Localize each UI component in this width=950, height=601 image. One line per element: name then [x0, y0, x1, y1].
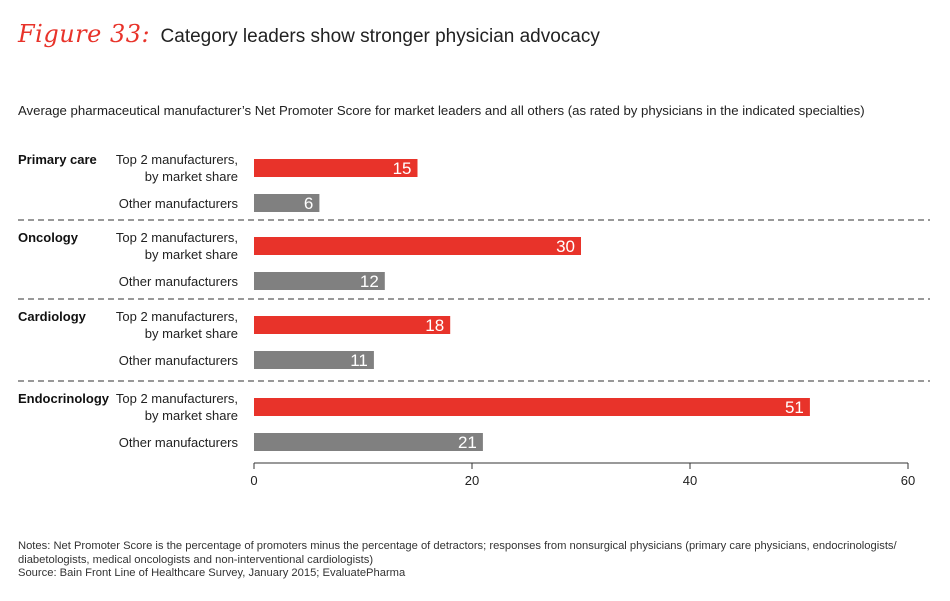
bar-category-label: Top 2 manufacturers,: [116, 309, 238, 324]
bar-category-label: Top 2 manufacturers,: [116, 152, 238, 167]
bar-category-label: Top 2 manufacturers,: [116, 391, 238, 406]
bar-category-label: Other manufacturers: [119, 274, 239, 289]
bar-category-label: by market share: [145, 169, 238, 184]
bar: [254, 351, 374, 369]
bar-category-label: by market share: [145, 408, 238, 423]
bar: [254, 237, 581, 255]
group-label: Primary care: [18, 152, 97, 167]
bar-category-label: by market share: [145, 326, 238, 341]
x-tick-label: 40: [683, 473, 697, 488]
chart-subtitle: Average pharmaceutical manufacturer’s Ne…: [18, 103, 865, 118]
bar: [254, 159, 418, 177]
bar-value-label: 51: [785, 398, 804, 417]
bar: [254, 272, 385, 290]
bar-value-label: 21: [458, 433, 477, 452]
bar: [254, 316, 451, 334]
group-label: Endocrinology: [18, 391, 110, 406]
group-label: Cardiology: [18, 309, 87, 324]
x-tick-label: 20: [465, 473, 479, 488]
figure-heading: Figure 33: Category leaders show stronge…: [18, 20, 600, 48]
bar-value-label: 15: [393, 159, 412, 178]
bar-category-label: Top 2 manufacturers,: [116, 230, 238, 245]
bar: [254, 433, 483, 451]
bar-category-label: Other manufacturers: [119, 435, 239, 450]
bar-category-label: Other manufacturers: [119, 353, 239, 368]
source-line: Source: Bain Front Line of Healthcare Su…: [18, 567, 406, 580]
bar: [254, 398, 810, 416]
bar-value-label: 11: [350, 351, 368, 370]
notes-block: Notes: Net Promoter Score is the percent…: [18, 540, 928, 581]
bar-value-label: 12: [360, 272, 379, 291]
figure-number: Figure 33:: [18, 20, 151, 48]
bar-value-label: 30: [556, 237, 575, 256]
x-tick-label: 0: [250, 473, 257, 488]
x-tick-label: 60: [901, 473, 915, 488]
bar-category-label: by market share: [145, 247, 238, 262]
group-label: Oncology: [18, 230, 79, 245]
bar: [254, 194, 320, 212]
notes-line: diabetologists, medical oncologists and …: [18, 553, 374, 566]
bar-category-label: Other manufacturers: [119, 196, 239, 211]
notes-line: Notes: Net Promoter Score is the percent…: [18, 540, 897, 552]
figure-title: Category leaders show stronger physician…: [160, 26, 600, 47]
bar-value-label: 6: [304, 194, 313, 213]
bar-value-label: 18: [425, 316, 444, 335]
